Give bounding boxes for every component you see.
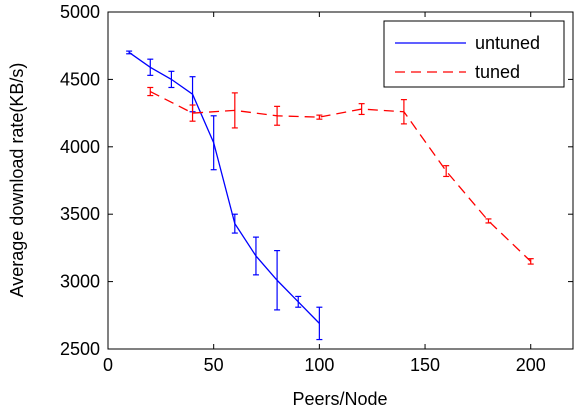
y-axis-label: Average download rate(KB/s) (7, 63, 27, 298)
error-bar-untuned (231, 213, 238, 234)
legend: untuned tuned (383, 20, 565, 88)
legend-label-tuned: tuned (475, 62, 520, 82)
x-tick-label: 100 (304, 355, 334, 375)
y-tick-label: 4500 (60, 69, 100, 89)
series-tuned (147, 86, 534, 265)
y-tick-label: 2500 (60, 339, 100, 359)
error-bar-tuned (358, 103, 365, 116)
x-tick-label: 50 (204, 355, 224, 375)
series-untuned (126, 50, 323, 341)
error-bar-tuned (274, 105, 281, 126)
legend-label-untuned: untuned (475, 33, 540, 53)
error-bar-tuned (527, 258, 534, 265)
error-bar-untuned (295, 295, 302, 308)
error-bar-untuned (316, 306, 323, 341)
error-bar-tuned (400, 99, 407, 125)
error-bar-tuned (231, 92, 238, 129)
error-bar-tuned (485, 218, 492, 224)
series-line-untuned (128, 51, 320, 324)
y-axis: 2500 3000 3500 4000 4500 5000 (60, 2, 573, 359)
error-bar-tuned (147, 86, 154, 97)
legend-box (383, 20, 565, 88)
y-tick-label: 3500 (60, 204, 100, 224)
error-bar-untuned (126, 50, 133, 55)
error-bar-tuned (316, 114, 323, 120)
error-bar-untuned (252, 236, 259, 276)
error-bar-untuned (168, 70, 175, 89)
error-bar-untuned (147, 58, 154, 76)
error-bar-tuned (443, 165, 450, 178)
error-bar-untuned (210, 115, 217, 171)
series-layer (126, 50, 534, 341)
error-bar-untuned (274, 249, 281, 311)
y-tick-label: 3000 (60, 272, 100, 292)
y-tick-label: 4000 (60, 137, 100, 157)
x-tick-label: 150 (410, 355, 440, 375)
x-tick-label: 200 (516, 355, 546, 375)
x-tick-label: 0 (103, 355, 113, 375)
series-line-tuned (149, 90, 532, 262)
y-tick-label: 5000 (60, 2, 100, 22)
x-axis-label: Peers/Node (292, 389, 387, 409)
error-bar-tuned (189, 104, 196, 122)
x-axis: 0 50 100 150 200 (103, 12, 546, 375)
